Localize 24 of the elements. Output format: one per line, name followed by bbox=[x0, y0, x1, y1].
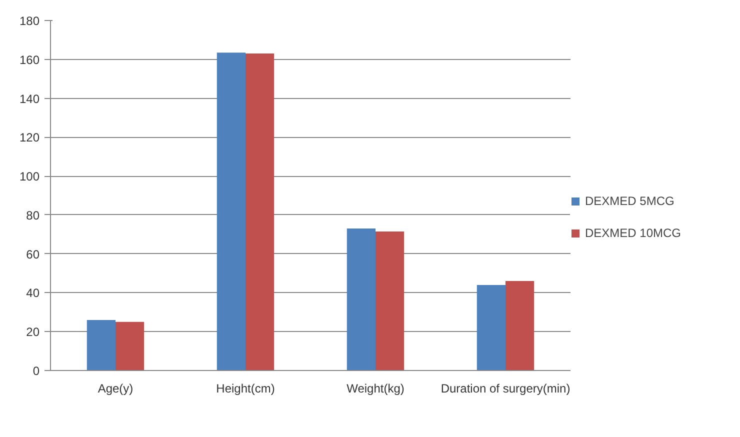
y-tick-label: 180 bbox=[19, 14, 40, 28]
legend-label: DEXMED 10MCG bbox=[585, 226, 682, 240]
bar bbox=[216, 52, 246, 370]
bar bbox=[346, 228, 376, 370]
y-tick-label: 80 bbox=[26, 208, 40, 222]
bar bbox=[116, 322, 144, 370]
bar bbox=[376, 231, 404, 370]
legend-label: DEXMED 5MCG bbox=[585, 194, 674, 208]
bar bbox=[86, 320, 116, 370]
y-tick-label: 20 bbox=[26, 325, 40, 340]
y-tick-label: 140 bbox=[19, 92, 40, 106]
x-tick-label: Height(cm) bbox=[216, 382, 275, 396]
y-tick-label: 0 bbox=[32, 364, 40, 378]
y-tick-label: 60 bbox=[26, 247, 40, 262]
bar bbox=[506, 281, 534, 370]
y-tick-label: 40 bbox=[26, 286, 40, 300]
y-tick-label: 100 bbox=[19, 170, 40, 184]
x-tick-label: Age(y) bbox=[98, 382, 134, 396]
bar bbox=[476, 284, 506, 370]
y-tick-label: 120 bbox=[19, 130, 40, 145]
x-tick-label: Duration of surgery(min) bbox=[440, 382, 570, 396]
bar bbox=[246, 54, 274, 370]
y-tick-label: 160 bbox=[19, 52, 40, 67]
x-tick-label: Weight(kg) bbox=[346, 382, 404, 396]
